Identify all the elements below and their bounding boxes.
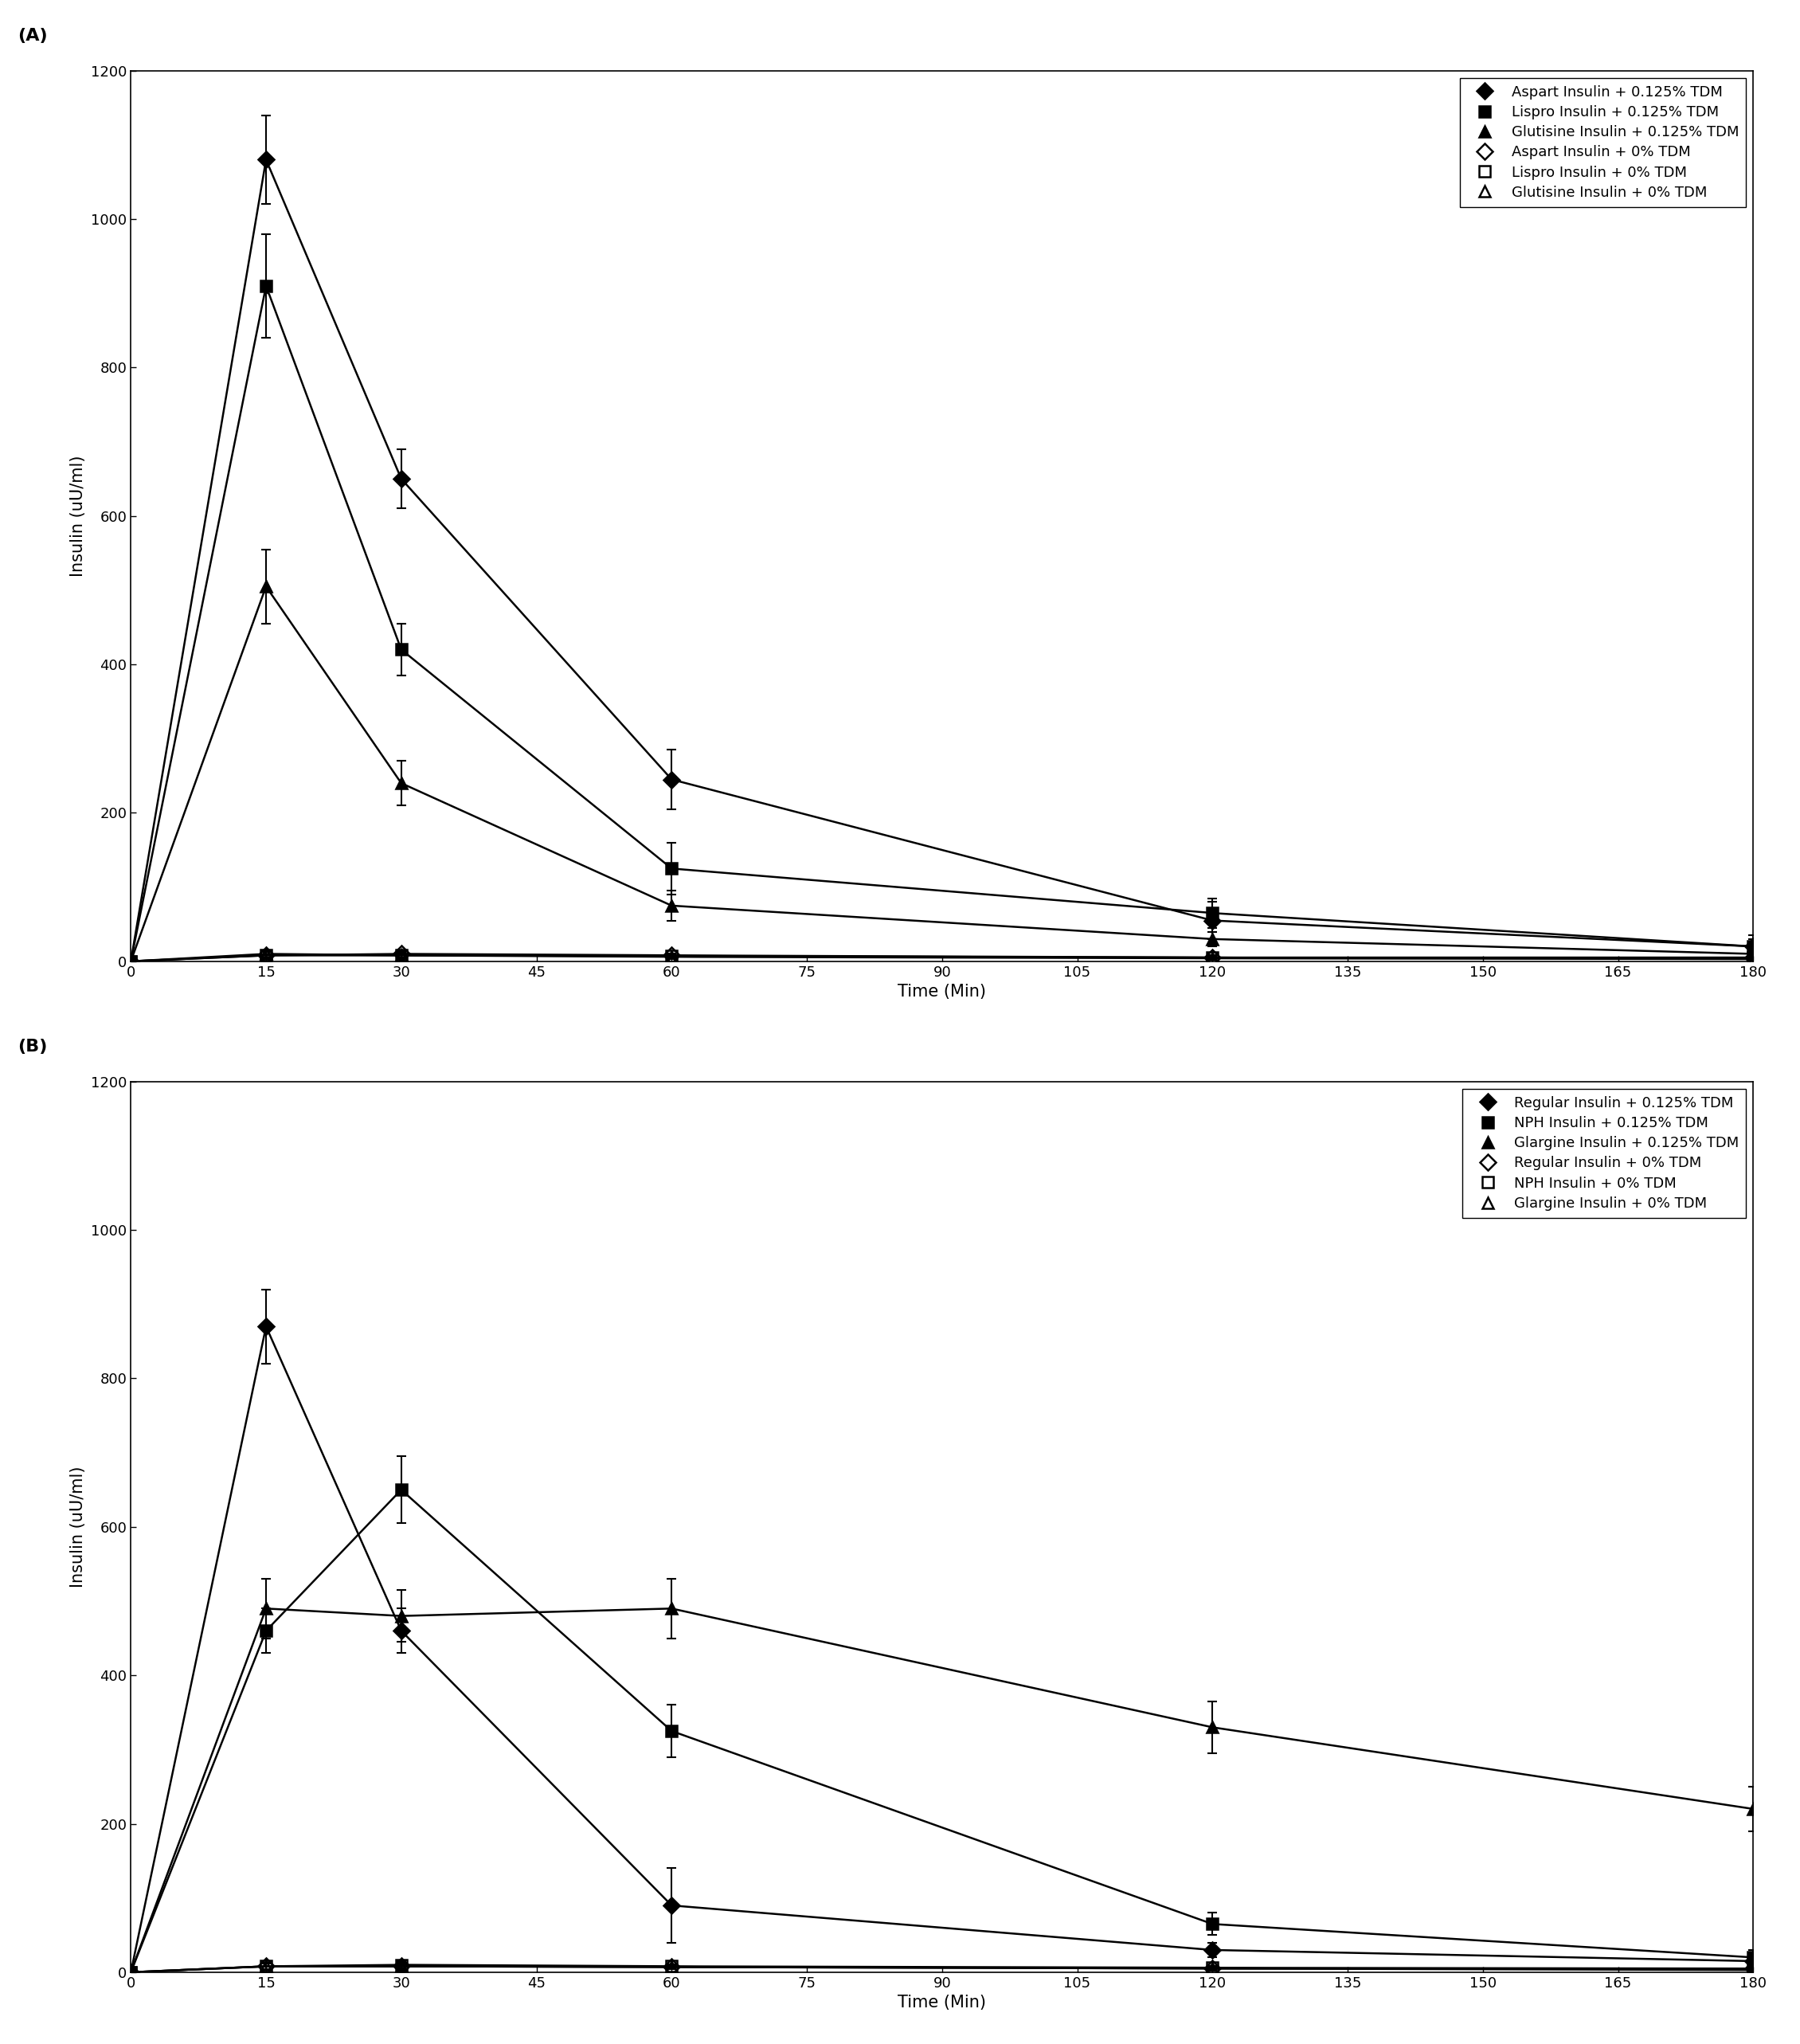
Glargine Insulin + 0% TDM <box>1202 1956 1224 1981</box>
Aspart Insulin + 0.125% TDM <box>391 466 412 491</box>
Line: NPH Insulin + 0.125% TDM: NPH Insulin + 0.125% TDM <box>126 1484 1759 1979</box>
Aspart Insulin + 0.125% TDM <box>1742 934 1764 959</box>
Lispro Insulin + 0.125% TDM <box>661 856 682 881</box>
Lispro Insulin + 0% TDM <box>1742 944 1764 969</box>
Glargine Insulin + 0% TDM <box>391 1954 412 1979</box>
Aspart Insulin + 0.125% TDM <box>1202 908 1224 932</box>
Aspart Insulin + 0.125% TDM <box>121 948 142 973</box>
Regular Insulin + 0.125% TDM <box>391 1619 412 1643</box>
Lispro Insulin + 0.125% TDM <box>391 638 412 662</box>
Glargine Insulin + 0.125% TDM <box>661 1596 682 1621</box>
Line: Glargine Insulin + 0% TDM: Glargine Insulin + 0% TDM <box>126 1960 1759 1979</box>
Line: Glutisine Insulin + 0% TDM: Glutisine Insulin + 0% TDM <box>126 948 1759 967</box>
Line: Glutisine Insulin + 0.125% TDM: Glutisine Insulin + 0.125% TDM <box>126 580 1759 967</box>
NPH Insulin + 0.125% TDM <box>661 1719 682 1744</box>
Lispro Insulin + 0.125% TDM <box>256 274 277 298</box>
Regular Insulin + 0.125% TDM <box>1202 1938 1224 1962</box>
Line: Lispro Insulin + 0% TDM: Lispro Insulin + 0% TDM <box>126 950 1759 967</box>
Text: (B): (B) <box>18 1038 47 1055</box>
Aspart Insulin + 0% TDM <box>1202 944 1224 969</box>
Text: (A): (A) <box>18 29 47 43</box>
Glargine Insulin + 0.125% TDM <box>1742 1797 1764 1821</box>
Line: NPH Insulin + 0% TDM: NPH Insulin + 0% TDM <box>126 1960 1759 1979</box>
Regular Insulin + 0% TDM <box>1202 1956 1224 1981</box>
Aspart Insulin + 0% TDM <box>391 942 412 967</box>
Aspart Insulin + 0% TDM <box>121 948 142 973</box>
Glutisine Insulin + 0% TDM <box>661 944 682 969</box>
Glargine Insulin + 0.125% TDM <box>256 1596 277 1621</box>
NPH Insulin + 0% TDM <box>1742 1956 1764 1981</box>
Lispro Insulin + 0% TDM <box>121 948 142 973</box>
Glutisine Insulin + 0% TDM <box>256 942 277 967</box>
Line: Aspart Insulin + 0% TDM: Aspart Insulin + 0% TDM <box>126 948 1759 967</box>
Glutisine Insulin + 0.125% TDM <box>1742 942 1764 967</box>
Regular Insulin + 0% TDM <box>256 1954 277 1979</box>
Line: Glargine Insulin + 0.125% TDM: Glargine Insulin + 0.125% TDM <box>126 1602 1759 1979</box>
Glargine Insulin + 0.125% TDM <box>391 1605 412 1629</box>
Glutisine Insulin + 0.125% TDM <box>661 893 682 918</box>
Aspart Insulin + 0% TDM <box>661 942 682 967</box>
Aspart Insulin + 0.125% TDM <box>661 766 682 791</box>
Lispro Insulin + 0.125% TDM <box>1742 934 1764 959</box>
Regular Insulin + 0.125% TDM <box>1742 1948 1764 1972</box>
Line: Regular Insulin + 0.125% TDM: Regular Insulin + 0.125% TDM <box>126 1320 1759 1979</box>
Glutisine Insulin + 0.125% TDM <box>121 948 142 973</box>
Lispro Insulin + 0% TDM <box>661 944 682 969</box>
Regular Insulin + 0.125% TDM <box>256 1314 277 1339</box>
Glutisine Insulin + 0% TDM <box>1742 946 1764 971</box>
Legend: Aspart Insulin + 0.125% TDM, Lispro Insulin + 0.125% TDM, Glutisine Insulin + 0.: Aspart Insulin + 0.125% TDM, Lispro Insu… <box>1460 78 1746 206</box>
Y-axis label: Insulin (uU/ml): Insulin (uU/ml) <box>70 1466 86 1588</box>
Glutisine Insulin + 0.125% TDM <box>391 771 412 795</box>
Glargine Insulin + 0% TDM <box>256 1954 277 1979</box>
X-axis label: Time (Min): Time (Min) <box>898 983 986 1000</box>
Glargine Insulin + 0.125% TDM <box>1202 1715 1224 1739</box>
NPH Insulin + 0.125% TDM <box>256 1619 277 1643</box>
Lispro Insulin + 0.125% TDM <box>121 948 142 973</box>
Lispro Insulin + 0% TDM <box>256 942 277 967</box>
NPH Insulin + 0% TDM <box>661 1954 682 1979</box>
Y-axis label: Insulin (uU/ml): Insulin (uU/ml) <box>70 456 86 576</box>
Line: Lispro Insulin + 0.125% TDM: Lispro Insulin + 0.125% TDM <box>126 280 1759 967</box>
Glutisine Insulin + 0.125% TDM <box>256 574 277 599</box>
Regular Insulin + 0% TDM <box>1742 1956 1764 1981</box>
NPH Insulin + 0% TDM <box>1202 1956 1224 1981</box>
Glutisine Insulin + 0.125% TDM <box>1202 926 1224 950</box>
NPH Insulin + 0.125% TDM <box>1742 1946 1764 1970</box>
Legend: Regular Insulin + 0.125% TDM, NPH Insulin + 0.125% TDM, Glargine Insulin + 0.125: Regular Insulin + 0.125% TDM, NPH Insuli… <box>1462 1089 1746 1218</box>
NPH Insulin + 0% TDM <box>121 1960 142 1985</box>
Aspart Insulin + 0.125% TDM <box>256 147 277 172</box>
Glutisine Insulin + 0% TDM <box>121 948 142 973</box>
Aspart Insulin + 0% TDM <box>1742 944 1764 969</box>
Line: Regular Insulin + 0% TDM: Regular Insulin + 0% TDM <box>126 1960 1759 1979</box>
Lispro Insulin + 0.125% TDM <box>1202 901 1224 926</box>
Glargine Insulin + 0% TDM <box>1742 1958 1764 1983</box>
NPH Insulin + 0.125% TDM <box>121 1960 142 1985</box>
Regular Insulin + 0.125% TDM <box>661 1893 682 1917</box>
Line: Aspart Insulin + 0.125% TDM: Aspart Insulin + 0.125% TDM <box>126 153 1759 967</box>
NPH Insulin + 0.125% TDM <box>1202 1911 1224 1936</box>
NPH Insulin + 0.125% TDM <box>391 1478 412 1502</box>
Glargine Insulin + 0.125% TDM <box>121 1960 142 1985</box>
X-axis label: Time (Min): Time (Min) <box>898 1995 986 2011</box>
Regular Insulin + 0.125% TDM <box>121 1960 142 1985</box>
NPH Insulin + 0% TDM <box>391 1952 412 1977</box>
Regular Insulin + 0% TDM <box>391 1954 412 1979</box>
Lispro Insulin + 0% TDM <box>1202 944 1224 969</box>
Glargine Insulin + 0% TDM <box>121 1960 142 1985</box>
Aspart Insulin + 0% TDM <box>256 942 277 967</box>
Lispro Insulin + 0% TDM <box>391 942 412 967</box>
Glutisine Insulin + 0% TDM <box>1202 946 1224 971</box>
NPH Insulin + 0% TDM <box>256 1954 277 1979</box>
Glargine Insulin + 0% TDM <box>661 1954 682 1979</box>
Regular Insulin + 0% TDM <box>661 1954 682 1979</box>
Regular Insulin + 0% TDM <box>121 1960 142 1985</box>
Glutisine Insulin + 0% TDM <box>391 942 412 967</box>
